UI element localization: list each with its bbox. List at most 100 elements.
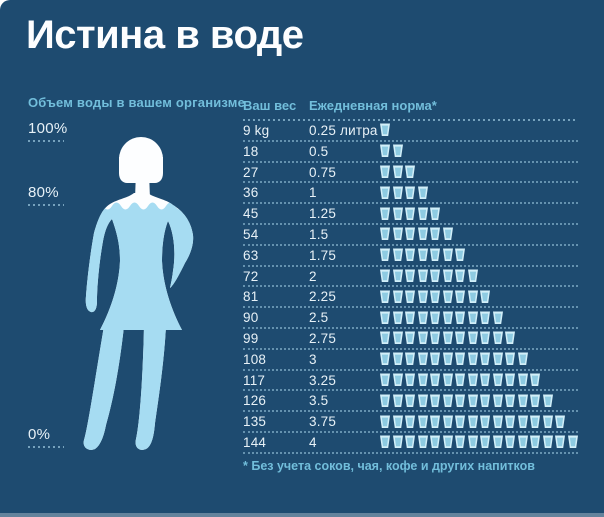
water-glass-icon xyxy=(480,311,490,324)
norm-liters-value: 1.5 xyxy=(309,226,329,242)
water-glass-icon xyxy=(467,290,478,303)
weight-value: 135 xyxy=(243,414,267,430)
norm-liters-value: 3.5 xyxy=(309,393,329,409)
cup-icons xyxy=(380,269,478,282)
water-glass-icon xyxy=(505,373,515,386)
water-glass-icon xyxy=(567,435,578,449)
cup-icons xyxy=(380,227,453,241)
water-glass-icon xyxy=(455,394,465,407)
cup-icons xyxy=(380,415,565,428)
weight-value: 54 xyxy=(243,226,259,242)
water-glass-icon xyxy=(442,269,453,282)
water-glass-icon xyxy=(417,435,428,449)
water-glass-icon xyxy=(467,352,478,366)
weight-value: 9 kg xyxy=(243,123,270,138)
water-glass-icon xyxy=(417,352,428,366)
water-glass-icon xyxy=(392,311,403,324)
water-glass-icon xyxy=(392,248,403,262)
water-glass-icon xyxy=(467,373,478,386)
water-glass-icon xyxy=(430,415,440,428)
scale-mark-0: 0% xyxy=(28,426,64,448)
table-row: 36 1 xyxy=(243,183,578,205)
water-glass-icon xyxy=(405,415,415,428)
water-glass-icon xyxy=(417,248,428,262)
column-header-weight: Ваш вес xyxy=(243,98,297,113)
table-row: 81 2.25 xyxy=(243,287,578,309)
water-glass-icon xyxy=(480,435,490,449)
water-glass-icon xyxy=(455,415,465,428)
water-glass-icon xyxy=(380,227,390,241)
header-separator-line xyxy=(243,119,578,121)
water-glass-icon xyxy=(455,352,465,366)
water-glass-icon xyxy=(542,415,553,428)
water-glass-icon xyxy=(467,311,478,324)
water-glass-icon xyxy=(417,394,428,407)
water-glass-icon xyxy=(417,290,428,303)
norm-liters-value: 4 xyxy=(309,434,317,450)
water-glass-icon xyxy=(405,248,415,262)
water-glass-icon xyxy=(417,207,428,220)
water-glass-icon xyxy=(492,415,503,428)
water-glass-icon xyxy=(505,435,515,449)
water-glass-icon xyxy=(467,269,478,282)
water-glass-icon xyxy=(405,435,415,449)
water-glass-icon xyxy=(392,352,403,366)
water-glass-icon xyxy=(405,394,415,407)
water-glass-icon xyxy=(442,394,453,407)
water-glass-icon xyxy=(430,331,440,345)
woman-silhouette-icon xyxy=(83,137,194,450)
scale-dotted-line xyxy=(28,140,64,142)
water-glass-icon xyxy=(480,394,490,407)
cup-icons xyxy=(380,311,503,324)
water-glass-icon xyxy=(517,373,528,386)
water-glass-icon xyxy=(380,144,390,158)
scale-mark-100: 100% xyxy=(28,120,68,142)
water-glass-icon xyxy=(467,331,478,345)
weight-value: 63 xyxy=(243,247,259,263)
water-glass-icon xyxy=(380,415,390,428)
water-glass-icon xyxy=(505,394,515,407)
water-glass-icon xyxy=(442,227,453,241)
water-glass-icon xyxy=(505,415,515,428)
water-glass-icon xyxy=(405,311,415,324)
water-glass-icon xyxy=(417,415,428,428)
table-row: 9 kg 0.25 литра xyxy=(243,121,578,142)
water-glass-icon xyxy=(530,415,540,428)
norm-liters-value: 1.25 xyxy=(309,206,337,222)
table-row: 72 2 xyxy=(243,267,578,288)
water-glass-icon xyxy=(392,207,403,220)
water-glass-icon xyxy=(430,394,440,407)
water-glass-icon xyxy=(430,248,440,262)
cup-icons xyxy=(380,165,415,178)
cup-icons xyxy=(380,435,578,449)
water-glass-icon xyxy=(455,269,465,282)
water-glass-icon xyxy=(405,290,415,303)
water-glass-icon xyxy=(392,165,403,178)
water-glass-icon xyxy=(492,373,503,386)
cup-icons xyxy=(380,352,528,366)
water-glass-icon xyxy=(405,227,415,241)
table-row: 90 2.5 xyxy=(243,308,578,329)
water-glass-icon xyxy=(380,435,390,449)
water-glass-icon xyxy=(455,331,465,345)
weight-value: 81 xyxy=(243,289,259,305)
norm-liters-value: 0.75 xyxy=(309,164,337,180)
water-glass-icon xyxy=(442,331,453,345)
water-glass-icon xyxy=(417,373,428,386)
water-glass-icon xyxy=(555,435,565,449)
water-glass-icon xyxy=(467,394,478,407)
cup-icons xyxy=(380,123,390,137)
scale-label: 80% xyxy=(28,184,59,201)
bottom-edge-strip xyxy=(0,513,604,517)
water-glass-icon xyxy=(380,290,390,303)
norm-table-rows: 9 kg 0.25 литра 18 0.5 27 0.75 36 1 45 1.25 xyxy=(243,119,578,454)
table-row: 117 3.25 xyxy=(243,371,578,392)
water-glass-icon xyxy=(555,415,565,428)
water-glass-icon xyxy=(392,394,403,407)
norm-liters-value: 2 xyxy=(309,268,317,284)
water-glass-icon xyxy=(405,352,415,366)
water-glass-icon xyxy=(442,311,453,324)
water-glass-icon xyxy=(542,435,553,449)
water-glass-icon xyxy=(380,331,390,345)
water-glass-icon xyxy=(480,415,490,428)
